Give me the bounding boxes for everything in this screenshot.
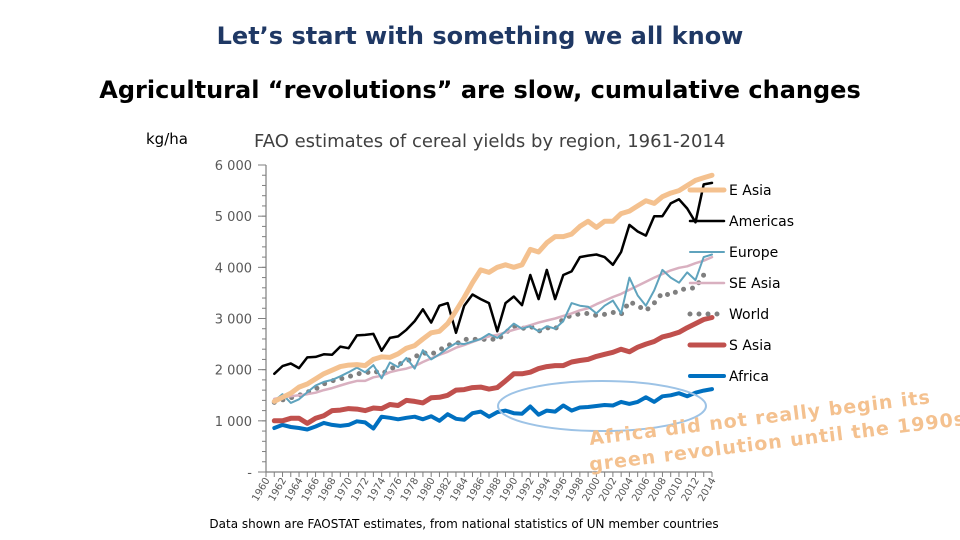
legend-label-se-asia: SE Asia	[729, 276, 781, 292]
y-tick-label: -	[247, 466, 252, 481]
source-note: Data shown are FAOSTAT estimates, from n…	[209, 517, 719, 531]
slide-subtitle: Agricultural “revolutions” are slow, cum…	[99, 76, 861, 104]
y-tick-label: 3 000	[215, 313, 252, 328]
y-axis-unit-label: kg/ha	[146, 130, 188, 148]
y-tick-label: 4 000	[215, 261, 252, 276]
africa-highlight-ellipse	[497, 380, 707, 432]
legend-label-africa: Africa	[729, 369, 769, 385]
series-line-e-asia	[271, 172, 715, 404]
y-tick-label: 2 000	[215, 364, 252, 379]
legend-label-s-asia: S Asia	[729, 338, 772, 354]
legend-label-e-asia: E Asia	[729, 183, 772, 199]
chart-title: FAO estimates of cereal yields by region…	[254, 131, 726, 152]
slide-title: Let’s start with something we all know	[216, 22, 744, 50]
y-tick-label: 6 000	[215, 159, 252, 174]
legend-label-europe: Europe	[729, 245, 778, 261]
series-line-europe	[273, 253, 713, 404]
legend-label-world: World	[729, 307, 769, 323]
y-tick-label: 1 000	[215, 415, 252, 430]
y-tick-label: 5 000	[215, 210, 252, 225]
series-line-americas	[273, 181, 714, 376]
series-line-africa	[272, 387, 714, 432]
series-layer	[271, 172, 715, 432]
series-line-world	[271, 269, 715, 405]
series-line-s-asia	[271, 315, 715, 426]
legend-label-americas: Americas	[729, 214, 794, 230]
chart-legend: E Asia Americas Europe SE Asia World S Asia Af…	[687, 183, 794, 385]
